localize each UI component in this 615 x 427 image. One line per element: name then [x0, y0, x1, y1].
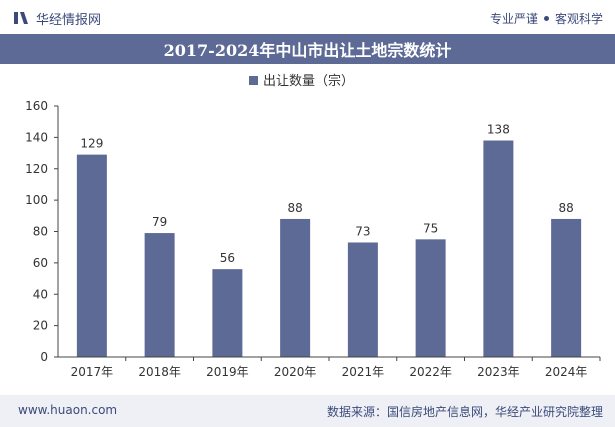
y-tick-label: 120: [25, 162, 48, 176]
bar: [144, 233, 175, 357]
y-tick-label: 100: [25, 193, 48, 207]
footer: www.huaon.com 数据来源：国信房地产信息网，华经产业研究院整理: [0, 395, 615, 427]
footer-website: www.huaon.com: [18, 403, 118, 417]
bar: [415, 239, 446, 357]
tagline: 专业严谨 客观科学: [490, 10, 603, 27]
bar: [280, 218, 311, 357]
x-tick-label: 2023年: [477, 365, 520, 379]
y-axis: 0 20 40 60 80 100 120 140 160: [25, 99, 59, 364]
y-tick-label: 160: [25, 99, 48, 113]
y-tick-label: 0: [40, 350, 48, 364]
tagline-right: 客观科学: [554, 12, 603, 26]
y-tick-label: 20: [33, 319, 48, 333]
bars: 129 79 56 88 73 75 138 88: [76, 123, 582, 357]
bar: [483, 140, 514, 357]
brand: 华经情报网: [14, 8, 101, 28]
x-axis: 2017年 2018年 2019年 2020年 2021年 2022年 2023年 2024年: [58, 356, 601, 379]
chart-area: 出让数量（宗） 0 20 40 60 80 100 120 140 160 129 79 56 88 7…: [0, 64, 615, 394]
bar: [347, 242, 378, 357]
data-label: 88: [558, 201, 573, 215]
brand-name: 华经情报网: [36, 12, 102, 28]
data-label: 75: [423, 221, 438, 235]
chart-title: 2017-2024年中山市出让土地宗数统计: [163, 41, 452, 60]
x-tick-label: 2024年: [545, 365, 588, 379]
x-tick-label: 2020年: [274, 365, 317, 379]
y-tick-label: 60: [33, 256, 48, 270]
y-tick-label: 40: [33, 287, 48, 301]
legend: 出让数量（宗）: [249, 73, 354, 89]
bar: [76, 154, 107, 357]
x-tick-label: 2022年: [409, 365, 452, 379]
tagline-left: 专业严谨: [489, 12, 538, 26]
brand-logo-icon: [14, 12, 28, 24]
x-tick-label: 2017年: [71, 365, 114, 379]
bar: [551, 218, 582, 357]
bar: [212, 269, 243, 357]
x-tick-label: 2021年: [342, 365, 385, 379]
legend-label: 出让数量（宗）: [263, 73, 354, 89]
data-label: 79: [152, 215, 167, 229]
y-tick-label: 140: [25, 130, 48, 144]
bar-chart: 出让数量（宗） 0 20 40 60 80 100 120 140 160 129 79 56 88 7…: [25, 73, 601, 379]
legend-swatch: [249, 76, 258, 85]
x-tick-label: 2018年: [138, 365, 181, 379]
data-label: 88: [287, 201, 302, 215]
tagline-dot-icon: [543, 16, 549, 21]
y-tick-label: 80: [33, 225, 48, 239]
data-label: 56: [220, 251, 235, 265]
top-bar: 华经情报网 专业严谨 客观科学: [0, 0, 615, 34]
data-label: 138: [487, 123, 510, 137]
x-tick-label: 2019年: [206, 365, 249, 379]
title-bar: 2017-2024年中山市出让土地宗数统计: [0, 34, 615, 64]
data-label: 73: [355, 224, 370, 238]
data-label: 129: [80, 137, 103, 151]
footer-source: 数据来源：国信房地产信息网，华经产业研究院整理: [326, 405, 603, 419]
